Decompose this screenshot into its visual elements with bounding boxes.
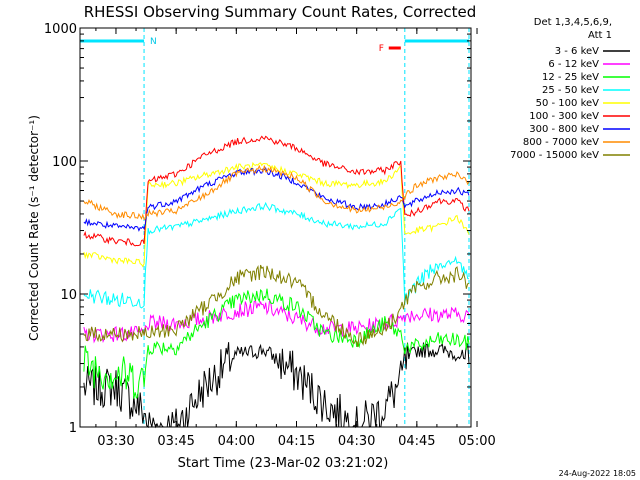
series-group: [83, 135, 470, 429]
x-tick-label: 03:30: [97, 434, 134, 449]
x-tick-label: 04:00: [218, 434, 255, 449]
plot-frame: [79, 27, 472, 428]
y-axis-label: Corrected Count Rate (s⁻¹ detector⁻¹): [27, 115, 41, 341]
legend-label: 12 - 25 keV: [542, 72, 599, 83]
legend-label: 300 - 800 keV: [529, 124, 599, 135]
x-tick-label: 04:30: [338, 434, 375, 449]
x-tick-label: 05:00: [458, 434, 495, 449]
series-line: [83, 164, 470, 221]
legend-label: 6 - 12 keV: [548, 59, 599, 70]
series-line: [83, 167, 470, 232]
series-line: [83, 135, 470, 247]
legend-label: 7000 - 15000 keV: [510, 150, 599, 161]
x-tick-label: 03:45: [157, 434, 194, 449]
legend-label: 800 - 7000 keV: [523, 137, 599, 148]
y-tick-label: 10: [60, 288, 77, 303]
legend-label: 100 - 300 keV: [529, 111, 599, 122]
legend-title: Det 1,3,4,5,6,9,: [534, 17, 612, 28]
series-line: [83, 299, 470, 344]
series-line: [83, 342, 470, 429]
legend-label: 25 - 50 keV: [542, 85, 599, 96]
axes: 03:30 03:45 04:00 04:15 04:30 04:45 05:00 1 10 10…: [44, 22, 496, 449]
legend-label: 50 - 100 keV: [536, 98, 600, 109]
legend-title: Att 1: [588, 30, 612, 41]
series-line: [83, 161, 470, 268]
y-tick-label: 1: [69, 421, 77, 436]
legend: Det 1,3,4,5,6,9, Att 1 3 - 6 keV 6 - 12 keV…: [510, 17, 630, 161]
chart-title: RHESSI Observing Summary Count Rates, Co…: [84, 3, 477, 21]
y-tick-label: 100: [52, 155, 77, 170]
night-label: N: [150, 37, 157, 47]
series-line: [83, 201, 470, 309]
series-line: [83, 288, 470, 399]
x-tick-label: 04:45: [398, 434, 435, 449]
y-tick-label: 1000: [44, 22, 77, 37]
x-axis-label: Start Time (23-Mar-02 03:21:02): [178, 456, 389, 471]
flare-label: F: [379, 44, 384, 54]
legend-label: 3 - 6 keV: [555, 46, 599, 57]
timestamp: 24-Aug-2022 18:05: [559, 469, 636, 478]
x-tick-label: 04:15: [278, 434, 315, 449]
series-line: [83, 264, 470, 348]
